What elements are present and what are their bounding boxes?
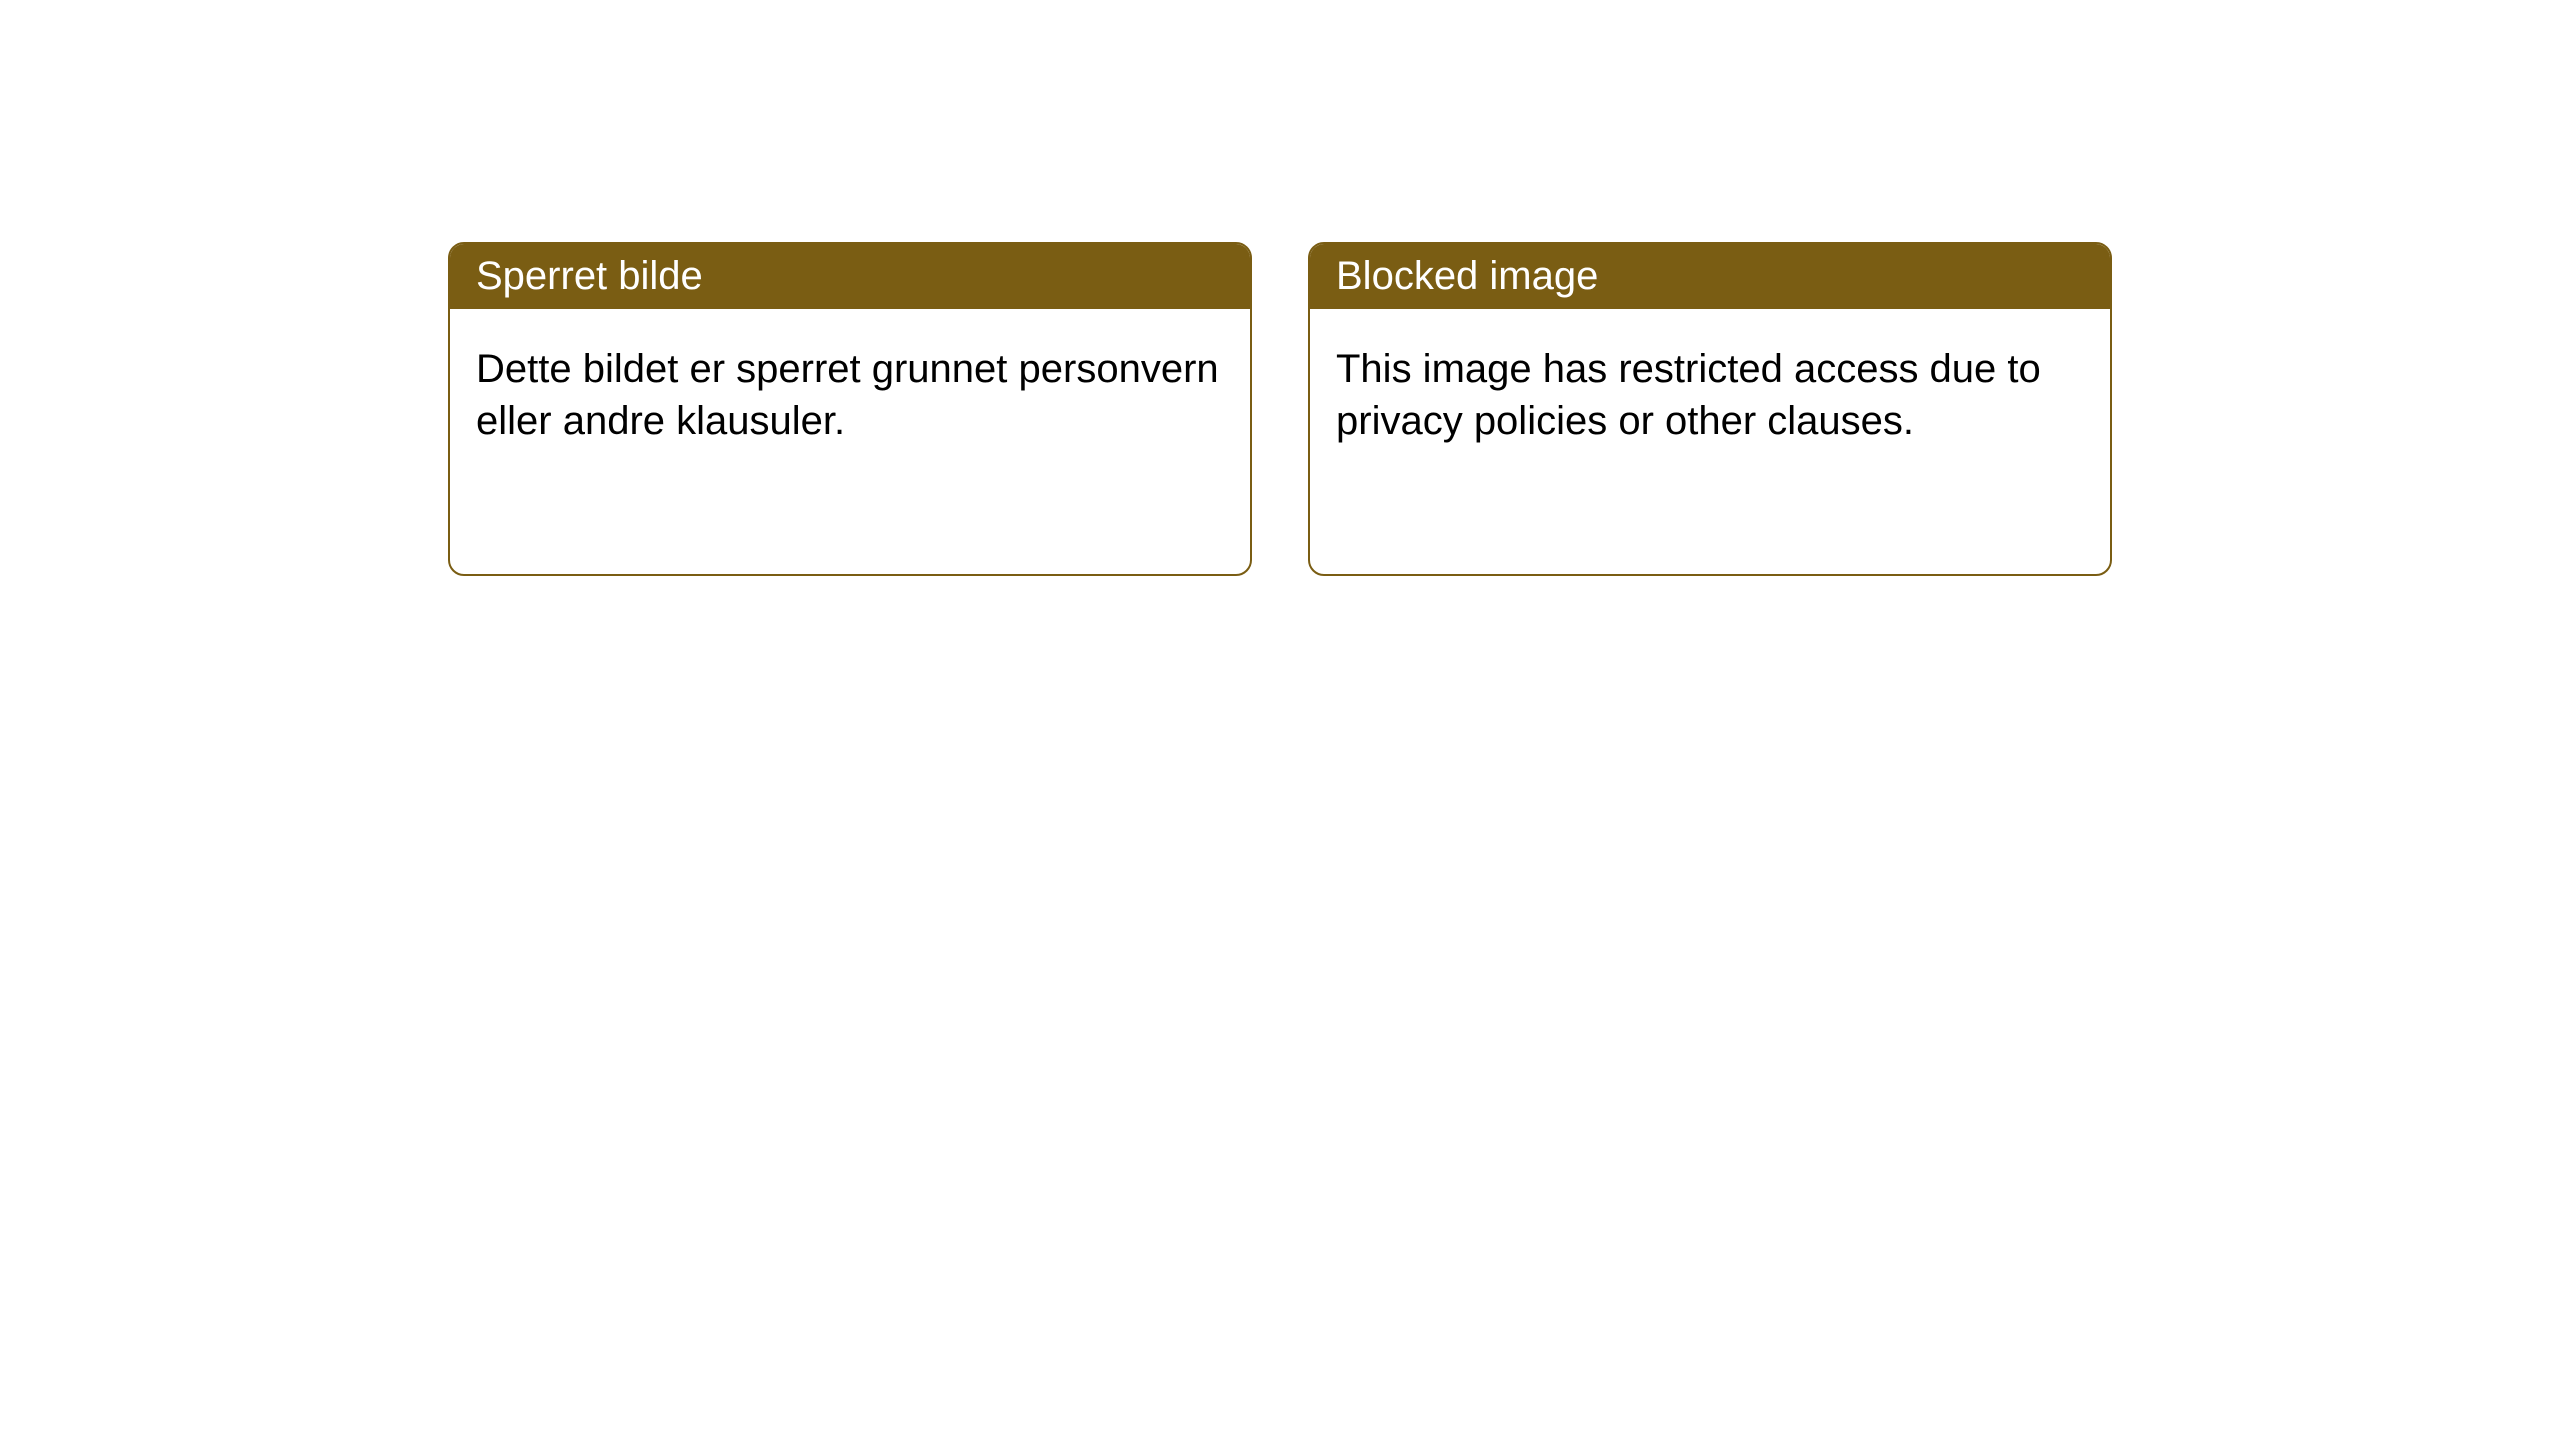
notice-title: Sperret bilde bbox=[476, 254, 703, 298]
notice-card-norwegian: Sperret bilde Dette bildet er sperret gr… bbox=[448, 242, 1252, 576]
notice-header: Sperret bilde bbox=[450, 244, 1250, 309]
notice-container: Sperret bilde Dette bildet er sperret gr… bbox=[0, 0, 2560, 576]
notice-title: Blocked image bbox=[1336, 254, 1598, 298]
notice-card-english: Blocked image This image has restricted … bbox=[1308, 242, 2112, 576]
notice-text: Dette bildet er sperret grunnet personve… bbox=[476, 347, 1219, 443]
notice-header: Blocked image bbox=[1310, 244, 2110, 309]
notice-body: Dette bildet er sperret grunnet personve… bbox=[450, 309, 1250, 481]
notice-text: This image has restricted access due to … bbox=[1336, 347, 2041, 443]
notice-body: This image has restricted access due to … bbox=[1310, 309, 2110, 481]
